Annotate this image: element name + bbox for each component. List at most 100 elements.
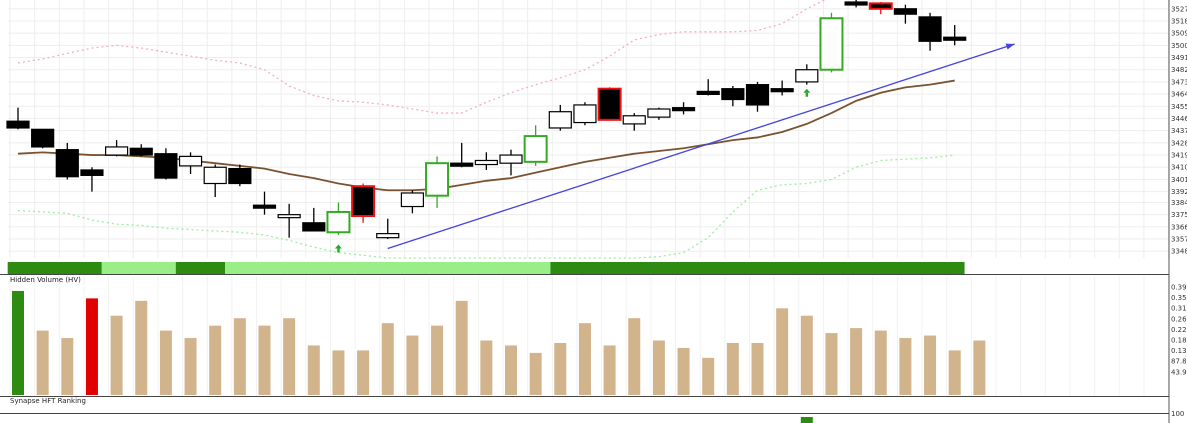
volume-bar xyxy=(776,308,789,395)
candle-body xyxy=(943,36,967,41)
price-tick-label: 3348 xyxy=(1171,248,1187,256)
volume-tick-label: 0.22 xyxy=(1171,326,1187,334)
candle xyxy=(647,107,671,120)
candle-body xyxy=(721,88,745,101)
candle xyxy=(400,190,424,214)
volume-bar xyxy=(258,325,271,395)
candle xyxy=(474,152,498,170)
candle xyxy=(55,142,79,180)
volume-bar xyxy=(233,318,246,395)
volume-bar xyxy=(726,342,739,395)
candle xyxy=(499,149,523,176)
price-tick-label: 3455 xyxy=(1171,103,1187,111)
volume-bar xyxy=(85,298,98,395)
volume-bar xyxy=(209,325,222,395)
volume-bar xyxy=(431,325,444,395)
strip-segment xyxy=(7,262,102,274)
candle xyxy=(129,144,153,157)
candle xyxy=(745,81,770,112)
volume-bar xyxy=(357,350,370,395)
volume-bar xyxy=(652,340,665,395)
candle xyxy=(573,102,597,126)
candle-body xyxy=(450,162,474,167)
candle-body xyxy=(104,146,129,156)
volume-bar xyxy=(554,342,567,395)
candle xyxy=(844,0,868,8)
volume-bar xyxy=(505,345,517,395)
candle xyxy=(154,148,178,180)
candle-body xyxy=(252,204,277,209)
candle xyxy=(795,64,819,85)
volume-bar xyxy=(480,340,493,395)
candle xyxy=(770,80,794,96)
price-tick-label: 3482 xyxy=(1171,66,1187,74)
trend-line-arrowhead xyxy=(1005,43,1015,50)
volume-bar xyxy=(899,338,912,395)
candle-body xyxy=(302,222,326,232)
price-tick-label: 3366 xyxy=(1171,223,1187,231)
candle xyxy=(104,140,129,157)
price-tick-label: 3428 xyxy=(1171,139,1187,147)
volume-bar xyxy=(751,342,764,395)
volume-tick-label: 87.8 xyxy=(1171,358,1187,366)
candle xyxy=(228,164,252,187)
candle-body xyxy=(868,2,893,10)
candle-body xyxy=(499,154,523,164)
candle xyxy=(943,25,967,46)
volume-bar xyxy=(455,300,468,395)
candle xyxy=(203,164,227,198)
price-tick-label: 3384 xyxy=(1171,199,1187,207)
volume-tick-label: 0.31 xyxy=(1171,305,1187,313)
candle xyxy=(302,207,326,232)
candle xyxy=(893,4,918,24)
candle-body xyxy=(597,87,622,121)
volume-bar xyxy=(677,347,690,395)
candle-body xyxy=(228,168,252,185)
volume-bar xyxy=(924,335,937,395)
candle-body xyxy=(696,90,720,95)
candle xyxy=(351,183,376,223)
candle xyxy=(721,85,745,107)
candle xyxy=(376,218,400,240)
volume-bar xyxy=(184,338,197,395)
candle-body xyxy=(918,16,942,42)
volume-bar xyxy=(800,315,813,395)
signal-strip xyxy=(7,262,965,274)
ranking-panel xyxy=(800,417,813,423)
volume-bar xyxy=(135,300,148,395)
ranking-panel-title: Synapse HFT Ranking xyxy=(10,397,86,405)
candle-body xyxy=(671,107,696,112)
candle-body xyxy=(326,210,351,234)
volume-bar xyxy=(332,350,345,395)
price-tick-label: 3375 xyxy=(1171,211,1187,219)
candle xyxy=(696,79,720,96)
candle-body xyxy=(425,162,450,197)
candle xyxy=(918,12,942,51)
candle-body xyxy=(844,1,868,6)
strip-segment xyxy=(175,262,226,274)
volume-tick-label: 0.35 xyxy=(1171,294,1187,302)
candle-body xyxy=(474,159,498,166)
candle-body xyxy=(647,108,671,118)
buy-arrow-icon xyxy=(334,244,342,249)
candle xyxy=(671,102,696,115)
volume-bar xyxy=(12,290,24,395)
price-tick-label: 3392 xyxy=(1171,188,1187,196)
volume-bar xyxy=(825,333,838,395)
volume-bar xyxy=(529,352,542,395)
candle-body xyxy=(376,233,400,239)
volume-panel-title: Hidden Volume (HV) xyxy=(10,276,81,284)
volume-bar xyxy=(578,323,591,395)
price-tick-label: 3419 xyxy=(1171,152,1187,160)
candle-body xyxy=(80,169,104,176)
candle xyxy=(178,152,203,175)
candle xyxy=(622,113,646,131)
candle-body xyxy=(573,104,597,124)
price-tick-label: 3357 xyxy=(1171,236,1187,244)
volume-bar xyxy=(159,330,172,395)
buy-arrow-stem xyxy=(805,92,808,97)
y-axis-labels: 3527 3518 3509 3500 3491 3482 3473 3464 3455 3446… xyxy=(1171,5,1187,418)
price-panel xyxy=(6,0,1015,259)
price-tick-label: 3473 xyxy=(1171,78,1187,86)
price-tick-label: 3437 xyxy=(1171,127,1187,135)
